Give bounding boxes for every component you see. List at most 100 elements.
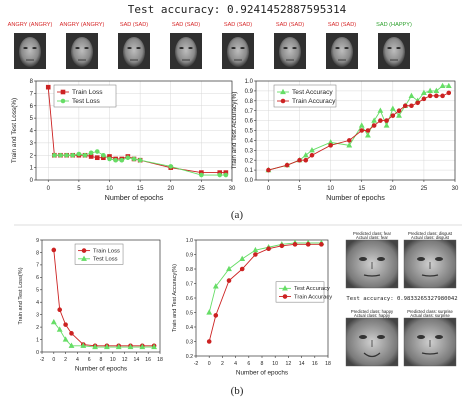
y-tick-label: 0.3: [245, 148, 254, 154]
y-tick-label: 0.7: [245, 109, 254, 115]
data-point: [346, 138, 352, 143]
label-a: (a): [231, 209, 244, 221]
face-eye-left: [335, 47, 340, 49]
tile-predicted-label-0: Predicted class: fear: [353, 231, 392, 236]
data-point: [409, 103, 414, 109]
data-point: [402, 103, 408, 109]
series-line-test-loss: [53, 321, 155, 348]
data-point: [309, 147, 315, 153]
data-point: [309, 152, 315, 158]
face-eye-left: [23, 47, 28, 49]
y-tick-label: 9: [36, 238, 39, 244]
data-point: [371, 117, 378, 123]
data-point: [284, 162, 290, 168]
tile-predicted-label-1: Predicted class: disgust: [408, 231, 453, 236]
data-point: [427, 93, 433, 99]
face-shape-4: [227, 37, 249, 67]
data-point: [239, 255, 246, 261]
face-caption-3: SAD (SAD): [172, 22, 200, 28]
data-point: [427, 87, 434, 93]
data-point: [68, 342, 75, 348]
face-eye-left: [75, 47, 80, 49]
tile-mouth: [363, 274, 381, 277]
y-tick-label: 0.3: [186, 339, 193, 345]
tile-eye-right: [435, 335, 443, 339]
series-line-test-accuracy: [208, 242, 322, 313]
series-line-train-accuracy: [208, 243, 322, 342]
legend-marker: [81, 255, 87, 261]
face-caption-0: ANGRY (ANGRY): [8, 22, 53, 28]
face-eye-right: [188, 47, 193, 49]
data-point: [88, 150, 94, 156]
data-point: [131, 156, 137, 162]
data-point: [421, 89, 427, 95]
y-tick-label: 0.4: [186, 325, 193, 331]
data-point: [292, 242, 298, 247]
data-point: [389, 105, 396, 111]
y-tick-label: 5: [30, 116, 34, 122]
face-caption-6: SAD (SAD): [328, 22, 356, 28]
y-axis-label: Train and Test Loss(%): [11, 98, 18, 163]
data-point: [199, 172, 204, 178]
data-point: [58, 152, 63, 158]
data-point: [377, 107, 384, 113]
data-point: [365, 132, 371, 138]
y-tick-label: 0.2: [245, 158, 254, 164]
tile-predicted-label-2: Predicted class: happy: [351, 309, 394, 314]
face-eye-right: [344, 47, 349, 49]
x-tick-label: 5: [77, 186, 81, 192]
data-point: [396, 108, 402, 113]
face-caption-2: SAD (SAD): [120, 22, 148, 28]
x-tick-label: -2: [40, 357, 45, 363]
data-point: [63, 322, 68, 327]
y-tick-label: 7: [30, 91, 34, 97]
face-eye-left: [231, 47, 236, 49]
data-point: [439, 82, 446, 89]
data-point: [239, 266, 245, 272]
tile-actual-label-0: Actual class: fear: [356, 235, 388, 240]
y-tick-label: 4: [36, 300, 39, 306]
grid-accuracy-text: Test accuracy: 0.9833265327980042: [346, 296, 457, 302]
data-point: [107, 156, 112, 162]
legend-entry: Train Loss: [93, 248, 120, 254]
data-point: [378, 118, 383, 123]
data-point: [213, 313, 219, 318]
data-point: [113, 157, 118, 163]
tile-eye-left: [359, 335, 367, 339]
x-tick-label: 20: [389, 186, 396, 192]
legend-box: [275, 281, 325, 303]
y-tick-label: 5: [36, 288, 39, 294]
y-tick-label: 8: [30, 79, 34, 85]
data-point: [217, 172, 223, 178]
x-tick-label: 0: [52, 357, 55, 363]
x-tick-label: 4: [234, 361, 237, 367]
x-tick-label: 10: [327, 186, 334, 192]
x-tick-label: 6: [88, 357, 91, 363]
data-point: [415, 100, 420, 106]
data-point: [303, 157, 309, 163]
y-axis-label: Train and Test Loss(%): [18, 267, 24, 324]
tile-actual-label-2: Actual class: happy: [354, 313, 391, 318]
data-point: [94, 155, 100, 161]
data-point: [64, 152, 69, 158]
x-axis-label: Number of epochs: [236, 369, 288, 376]
data-point: [434, 93, 439, 99]
data-point: [137, 157, 143, 163]
data-point: [139, 343, 146, 350]
data-point: [266, 246, 271, 251]
tile-eye-left: [417, 257, 425, 261]
y-tick-label: 1: [36, 337, 39, 343]
face-eye-right: [32, 47, 37, 49]
legend-entry: Test Loss: [93, 257, 118, 263]
x-tick-label: 30: [229, 186, 236, 192]
tile-mouth: [421, 352, 439, 355]
tile-eye-right: [377, 335, 385, 339]
y-tick-label: 6: [30, 104, 34, 110]
data-point: [446, 90, 452, 96]
y-tick-label: 0.1: [245, 168, 254, 174]
x-tick-label: 8: [261, 361, 264, 367]
face-shape-0: [19, 37, 41, 67]
tile-eye-right: [377, 257, 385, 261]
